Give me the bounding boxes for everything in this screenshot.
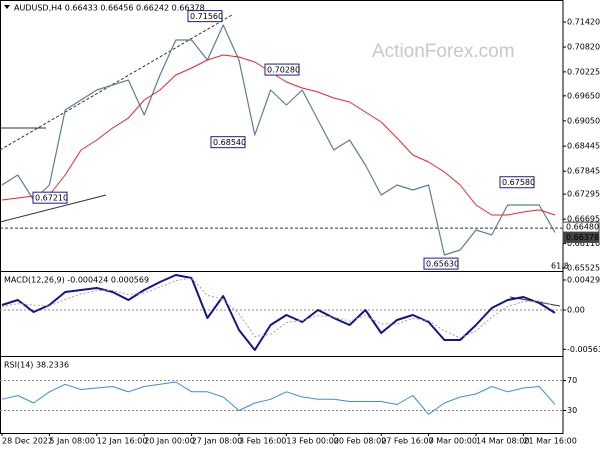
data-line [1, 381, 556, 415]
y-tick-label: 0.69050 [567, 116, 600, 125]
annotation-label: 0.65630 [426, 260, 459, 269]
x-tick-label: 27 Jan 08:00 [192, 437, 243, 446]
chart-title: RSI(14) 38.2336 [4, 361, 69, 370]
fib-label: 61.8 [551, 262, 569, 271]
x-tick-label: 13 Feb 00:00 [286, 437, 338, 446]
collapse-icon [4, 5, 10, 9]
annotation-label: 0.71560 [190, 12, 223, 21]
y-tick-label: 70 [567, 376, 577, 385]
x-tick-label: 20 Jan 00:00 [144, 437, 195, 446]
x-tick-label: 12 Jan 16:00 [97, 437, 148, 446]
y-tick-label: 0.71420 [567, 17, 600, 26]
x-tick-label: 5 Jan 08:00 [49, 437, 95, 446]
watermark: ActionForex.com [372, 41, 515, 62]
annotation-label: 0.68540 [213, 138, 246, 147]
chart-title: AUDUSD,H4 0.66433 0.66456 0.66242 0.6637… [14, 4, 205, 13]
data-line [1, 274, 556, 351]
price-tag-label: 0.66480 [566, 223, 599, 232]
y-tick-label: 0.69650 [567, 91, 600, 100]
data-line [1, 24, 556, 256]
annotation-box [423, 257, 459, 270]
y-tick-label: 0.66110 [567, 239, 600, 248]
y-tick-label: 0.68445 [567, 142, 600, 151]
x-tick-label: 14 Mar 08:00 [476, 437, 529, 446]
annotation-box [187, 10, 223, 23]
annotation-box [264, 63, 300, 76]
annotation-label: 0.67210 [35, 194, 68, 203]
x-tick-label: 3 Feb 16:00 [239, 437, 286, 446]
x-tick-label: 27 Feb 16:00 [381, 437, 433, 446]
y-tick-label: 0.65525 [567, 263, 600, 272]
x-tick-label: 21 Mar 16:00 [523, 437, 576, 446]
chart-title: MACD(12,26,9) -0.000424 0.000569 [4, 276, 149, 285]
y-tick-label: 0.70820 [567, 43, 600, 52]
data-line [1, 54, 556, 216]
y-tick-label: 0.004299 [567, 275, 600, 284]
y-tick-label: 0.67295 [567, 190, 600, 199]
annotation-box [210, 136, 246, 149]
x-tick-label: 28 Dec 2022 [2, 437, 53, 446]
price-tag-label: 0.66378 [566, 233, 599, 242]
annotation-box [499, 176, 535, 189]
annotation-label: 0.70280 [267, 66, 300, 75]
y-tick-label: 0.66695 [567, 215, 600, 224]
y-tick-label: 30 [567, 406, 577, 415]
x-tick-label: 7 Mar 00:00 [429, 437, 477, 446]
trendline [0, 194, 107, 223]
y-tick-label: 0.70225 [567, 67, 600, 76]
annotation-box [32, 191, 68, 204]
x-tick-label: 20 Feb 08:00 [334, 437, 386, 446]
y-tick-label: 0.00 [567, 305, 585, 314]
price-tag [562, 231, 600, 243]
y-tick-label: -0.005636 [567, 345, 600, 354]
annotation-label: 0.67580 [502, 178, 535, 187]
y-tick-label: 0.67845 [567, 167, 600, 176]
